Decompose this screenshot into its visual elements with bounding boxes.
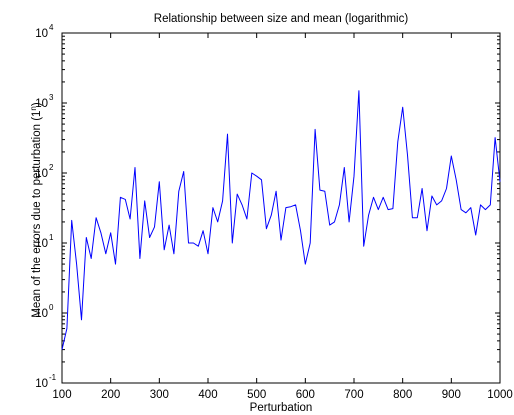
x-axis-label: Perturbation (250, 402, 313, 414)
y-tick-label: 10 (35, 238, 48, 250)
plot-area: 100 200 300 400 500 600 700 800 900 100010-110010… (35, 23, 513, 401)
chart-title: Relationship between size and mean (loga… (154, 13, 409, 25)
y-tick-exponent: -1 (49, 373, 57, 382)
y-tick-label: 10 (35, 378, 48, 390)
y-tick-exponent: 2 (49, 163, 54, 172)
y-tick-exponent: 3 (49, 93, 54, 102)
y-tick-exponent: 1 (49, 233, 54, 242)
x-tick-label: 800 (393, 389, 412, 401)
y-tick-label: 10 (35, 98, 48, 110)
y-tick-label: 10 (35, 308, 48, 320)
x-tick-label: 500 (247, 389, 266, 401)
x-tick-label: 700 (344, 389, 363, 401)
x-tick-label: 400 (198, 389, 217, 401)
x-tick-label: 600 (296, 389, 315, 401)
x-tick-label: 300 (150, 389, 169, 401)
y-tick-label: 10 (35, 168, 48, 180)
plot-frame (61, 32, 501, 384)
x-tick-label: 100 (52, 389, 71, 401)
x-tick-label: 1000 (487, 389, 513, 401)
x-tick-label: 900 (442, 389, 461, 401)
y-tick-label: 10 (35, 28, 48, 40)
x-tick-label: 200 (101, 389, 120, 401)
y-axis-label: Mean of the errors due to perturbation (… (29, 102, 43, 318)
y-tick-exponent: 0 (49, 303, 54, 312)
y-tick-exponent: 4 (49, 23, 54, 32)
series-line (61, 90, 501, 350)
